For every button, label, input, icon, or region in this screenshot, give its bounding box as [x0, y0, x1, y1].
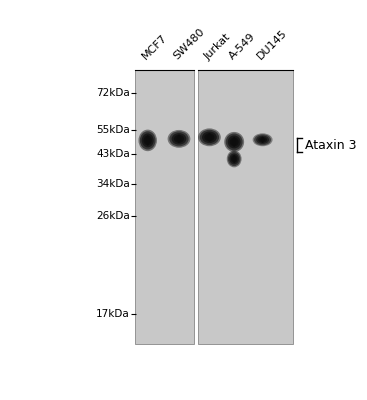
Ellipse shape	[143, 136, 152, 145]
Ellipse shape	[168, 130, 190, 148]
Text: 26kDa: 26kDa	[96, 211, 130, 221]
Ellipse shape	[224, 132, 244, 152]
Ellipse shape	[230, 138, 239, 146]
Bar	[135, 70, 194, 344]
Ellipse shape	[207, 135, 212, 140]
Ellipse shape	[204, 133, 215, 141]
Ellipse shape	[252, 133, 273, 146]
Ellipse shape	[226, 134, 243, 150]
Ellipse shape	[227, 150, 241, 167]
Ellipse shape	[229, 153, 239, 164]
Ellipse shape	[231, 155, 237, 163]
Text: Ataxin 3: Ataxin 3	[305, 138, 356, 152]
Ellipse shape	[228, 136, 241, 148]
Text: 34kDa: 34kDa	[96, 178, 130, 188]
Text: 72kDa: 72kDa	[96, 88, 130, 98]
Ellipse shape	[232, 157, 236, 161]
Text: DU145: DU145	[255, 28, 289, 62]
Ellipse shape	[232, 140, 237, 144]
Ellipse shape	[198, 128, 221, 146]
Text: SW480: SW480	[172, 27, 207, 62]
Ellipse shape	[169, 131, 189, 146]
Ellipse shape	[261, 136, 264, 143]
Ellipse shape	[172, 133, 186, 145]
Text: 43kDa: 43kDa	[96, 149, 130, 159]
Ellipse shape	[228, 152, 240, 166]
Bar	[198, 70, 293, 344]
Text: MCF7: MCF7	[141, 33, 170, 62]
Ellipse shape	[202, 132, 217, 143]
Ellipse shape	[174, 135, 184, 143]
Ellipse shape	[260, 138, 265, 142]
Ellipse shape	[177, 134, 181, 143]
Ellipse shape	[254, 134, 271, 145]
Ellipse shape	[258, 137, 267, 143]
Text: 55kDa: 55kDa	[96, 125, 130, 135]
Ellipse shape	[142, 133, 154, 148]
Ellipse shape	[256, 136, 269, 144]
Ellipse shape	[145, 138, 150, 143]
Text: A-549: A-549	[227, 32, 257, 62]
Ellipse shape	[200, 130, 219, 145]
Ellipse shape	[176, 137, 182, 141]
Ellipse shape	[208, 133, 211, 142]
Ellipse shape	[146, 135, 149, 146]
Ellipse shape	[138, 130, 157, 151]
Ellipse shape	[233, 137, 236, 147]
Text: 17kDa: 17kDa	[96, 310, 130, 320]
Ellipse shape	[233, 155, 235, 163]
Text: Jurkat: Jurkat	[202, 32, 232, 62]
Ellipse shape	[140, 131, 156, 150]
